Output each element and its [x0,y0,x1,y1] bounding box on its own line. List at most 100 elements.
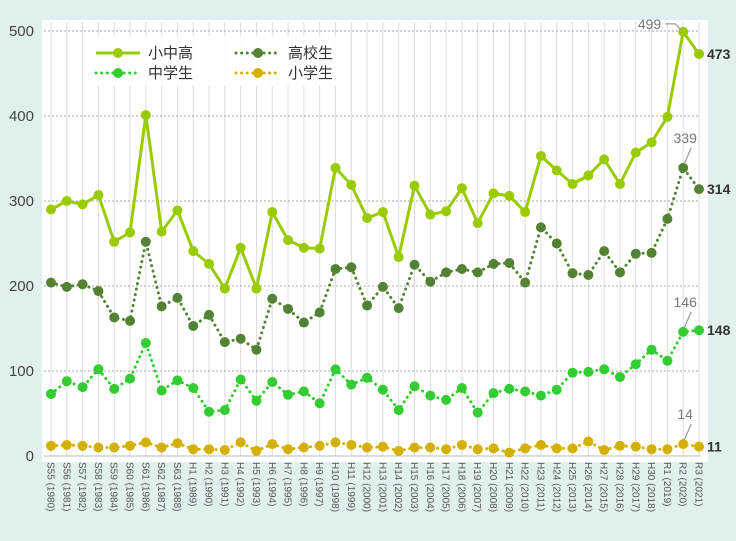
x-tick-label: H18 (2006) [455,462,466,512]
data-point [362,442,373,453]
data-point [188,383,199,393]
data-point [425,442,436,453]
x-tick-label: S55 (1980) [45,462,56,511]
x-tick-label: H23 (2011) [534,462,545,511]
x-tick-label: H11 (1999) [345,462,356,511]
data-point [662,355,673,366]
x-tick-label: H30 (2018) [645,462,656,512]
x-tick-label: H15 (2003) [408,462,419,512]
data-point [172,375,183,386]
data-point [472,218,483,229]
data-point [314,243,325,254]
data-point [330,264,341,274]
data-point [93,364,104,375]
legend-swatch-marker [113,68,123,78]
data-point [393,303,404,314]
data-point [504,190,515,201]
legend-label: 中学生 [148,65,193,82]
data-point [599,445,610,456]
data-point [93,286,104,297]
data-point [409,381,420,392]
data-point [330,437,341,448]
data-label: 473 [707,46,731,62]
data-point [535,222,546,233]
data-point [583,436,594,447]
data-point [61,376,72,387]
data-point [504,383,515,394]
data-point [614,440,625,451]
x-tick-label: S56 (1981) [60,462,71,511]
data-point [488,188,499,199]
y-tick-label: 200 [9,278,34,295]
data-point [109,383,120,394]
data-point [488,258,499,269]
data-point [125,373,136,384]
data-point [520,443,531,454]
x-tick-label: H20 (2008) [487,462,498,512]
x-tick-label: S57 (1982) [76,462,87,511]
data-label: 14 [677,406,693,422]
data-point [314,398,325,409]
data-point [204,444,215,455]
data-point [125,315,136,326]
data-point [330,364,341,375]
data-point [662,111,673,122]
leader-line [665,23,682,31]
data-point [456,439,467,450]
data-point [140,110,151,121]
data-point [267,207,278,218]
data-point [204,309,215,320]
data-point [188,246,199,257]
data-point [393,405,404,416]
data-point [267,439,278,450]
data-point [425,276,436,287]
data-point [488,388,499,399]
data-point [77,440,88,451]
data-label: 499 [638,16,662,32]
y-tick-label: 400 [9,108,34,125]
data-point [409,259,420,270]
y-tick-label: 300 [9,193,34,210]
data-point [172,205,183,216]
x-tick-label: H22 (2010) [519,462,530,512]
x-tick-label: H4 (1992) [234,462,245,506]
data-point [346,262,357,273]
data-point [425,390,436,401]
data-point [298,242,309,253]
data-point [646,247,657,258]
x-tick-label: S62 (1987) [155,462,166,511]
data-point [156,301,167,312]
data-point [662,444,673,455]
data-point [267,293,278,304]
x-tick-label: S60 (1985) [124,462,135,511]
data-point [551,384,562,395]
data-label: 146 [674,294,698,310]
data-point [646,444,657,455]
data-point [456,183,467,194]
data-point [377,384,388,395]
data-point [472,444,483,455]
data-point [504,447,515,458]
x-tick-label: R2 (2020) [677,462,688,506]
data-label: 11 [707,439,722,455]
data-point [251,445,262,456]
data-point [61,281,72,292]
data-point [551,443,562,454]
data-point [346,379,357,390]
data-point [93,190,104,201]
data-point [125,440,136,451]
data-point [535,439,546,450]
data-point [235,437,246,448]
data-point [520,207,531,218]
data-point [551,165,562,176]
x-tick-label: R3 (2021) [693,462,704,506]
series-3 [46,436,704,458]
y-tick-label: 0 [26,448,34,465]
data-point [204,258,215,269]
x-tick-label: H19 (2007) [471,462,482,512]
data-point [46,388,56,399]
x-tick-label: H14 (2002) [392,462,403,512]
series-1 [46,162,704,355]
